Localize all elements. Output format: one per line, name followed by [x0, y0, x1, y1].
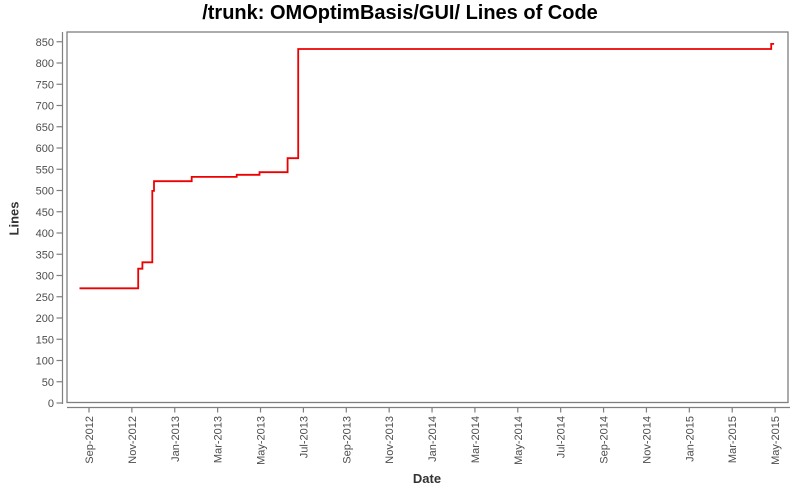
- y-tick-label: 750: [36, 79, 54, 91]
- x-tick-label: Nov-2014: [641, 416, 653, 464]
- y-tick-label: 450: [36, 207, 54, 219]
- x-tick-label: Mar-2014: [470, 416, 482, 463]
- x-tick-label: Nov-2012: [127, 416, 139, 464]
- x-tick-label: Sep-2014: [599, 416, 611, 464]
- y-tick-label: 150: [36, 334, 54, 346]
- x-tick-label: Sep-2013: [341, 416, 353, 464]
- y-tick-label: 600: [36, 143, 54, 155]
- x-tick-label: Mar-2013: [213, 416, 225, 463]
- y-tick-label: 100: [36, 356, 54, 368]
- y-tick-label: 200: [36, 313, 54, 325]
- y-tick-label: 250: [36, 292, 54, 304]
- y-tick-label: 550: [36, 164, 54, 176]
- y-tick-label: 800: [36, 58, 54, 70]
- x-tick-label: Jan-2015: [684, 416, 696, 462]
- y-tick-label: 0: [48, 398, 54, 410]
- x-tick-label: May-2014: [513, 416, 525, 465]
- loc-series-line: [79, 43, 775, 290]
- x-axis-label: Date: [412, 471, 442, 486]
- x-tick-label: Nov-2013: [384, 416, 396, 464]
- y-tick-label: 650: [36, 122, 54, 134]
- x-tick-label: Jan-2014: [427, 416, 439, 462]
- y-tick-label: 850: [36, 37, 54, 49]
- y-tick-label: 500: [36, 186, 54, 198]
- y-tick-label: 700: [36, 101, 54, 113]
- x-tick-label: Mar-2015: [727, 416, 739, 463]
- x-tick-label: May-2015: [770, 416, 782, 465]
- x-tick-label: Jul-2014: [556, 416, 568, 458]
- x-tick-label: Jan-2013: [170, 416, 182, 462]
- y-tick-label: 50: [42, 377, 54, 389]
- y-axis-label: Lines: [6, 201, 22, 236]
- y-tick-label: 400: [36, 228, 54, 240]
- x-tick-label: May-2013: [256, 416, 268, 465]
- chart-title: /trunk: OMOptimBasis/GUI/ Lines of Code: [202, 2, 598, 24]
- y-tick-label: 300: [36, 271, 54, 283]
- x-tick-label: Sep-2012: [84, 416, 96, 464]
- x-tick-label: Jul-2013: [298, 416, 310, 458]
- y-tick-label: 350: [36, 249, 54, 261]
- plot-border: [66, 31, 789, 404]
